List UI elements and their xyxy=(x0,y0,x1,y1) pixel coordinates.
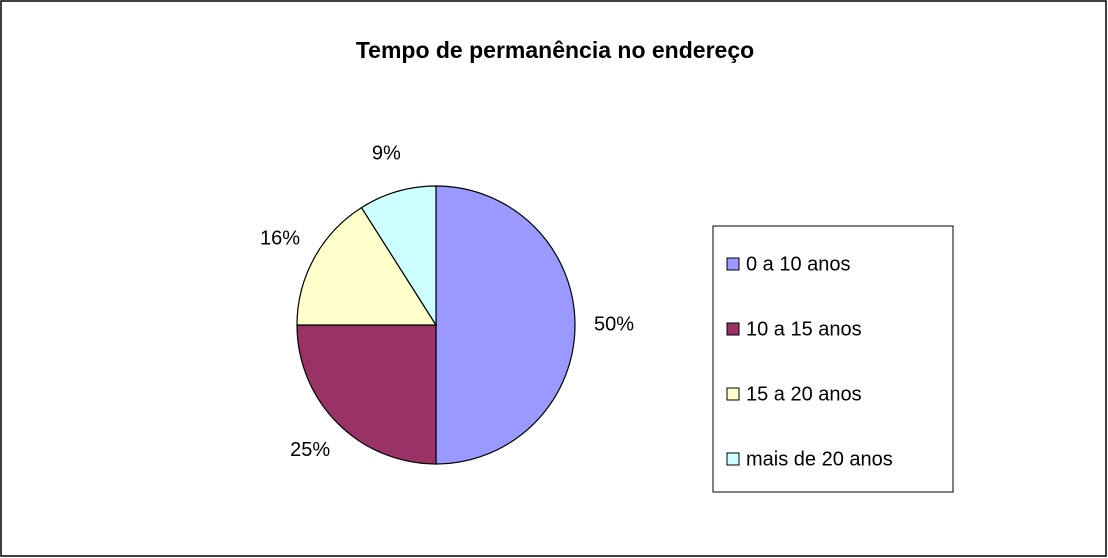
legend-box xyxy=(712,225,954,493)
legend-label: mais de 20 anos xyxy=(746,448,893,470)
legend-label: 15 a 20 anos xyxy=(746,383,862,405)
pie-slice xyxy=(435,185,576,465)
legend-label: 0 a 10 anos xyxy=(746,253,851,275)
legend-swatch xyxy=(726,322,740,336)
data-label: 9% xyxy=(372,142,401,164)
pie-slice xyxy=(296,206,438,326)
data-label: 25% xyxy=(290,439,330,461)
legend-swatch xyxy=(726,257,740,271)
legend-swatch xyxy=(726,387,740,401)
data-label: 16% xyxy=(260,228,300,250)
chart-title: Tempo de permanência no endereço xyxy=(356,37,754,63)
legend-swatch xyxy=(726,452,740,466)
pie-slice xyxy=(296,324,437,465)
data-label: 50% xyxy=(594,313,634,335)
legend-label: 10 a 15 anos xyxy=(746,318,862,340)
pie-slice xyxy=(360,185,437,328)
